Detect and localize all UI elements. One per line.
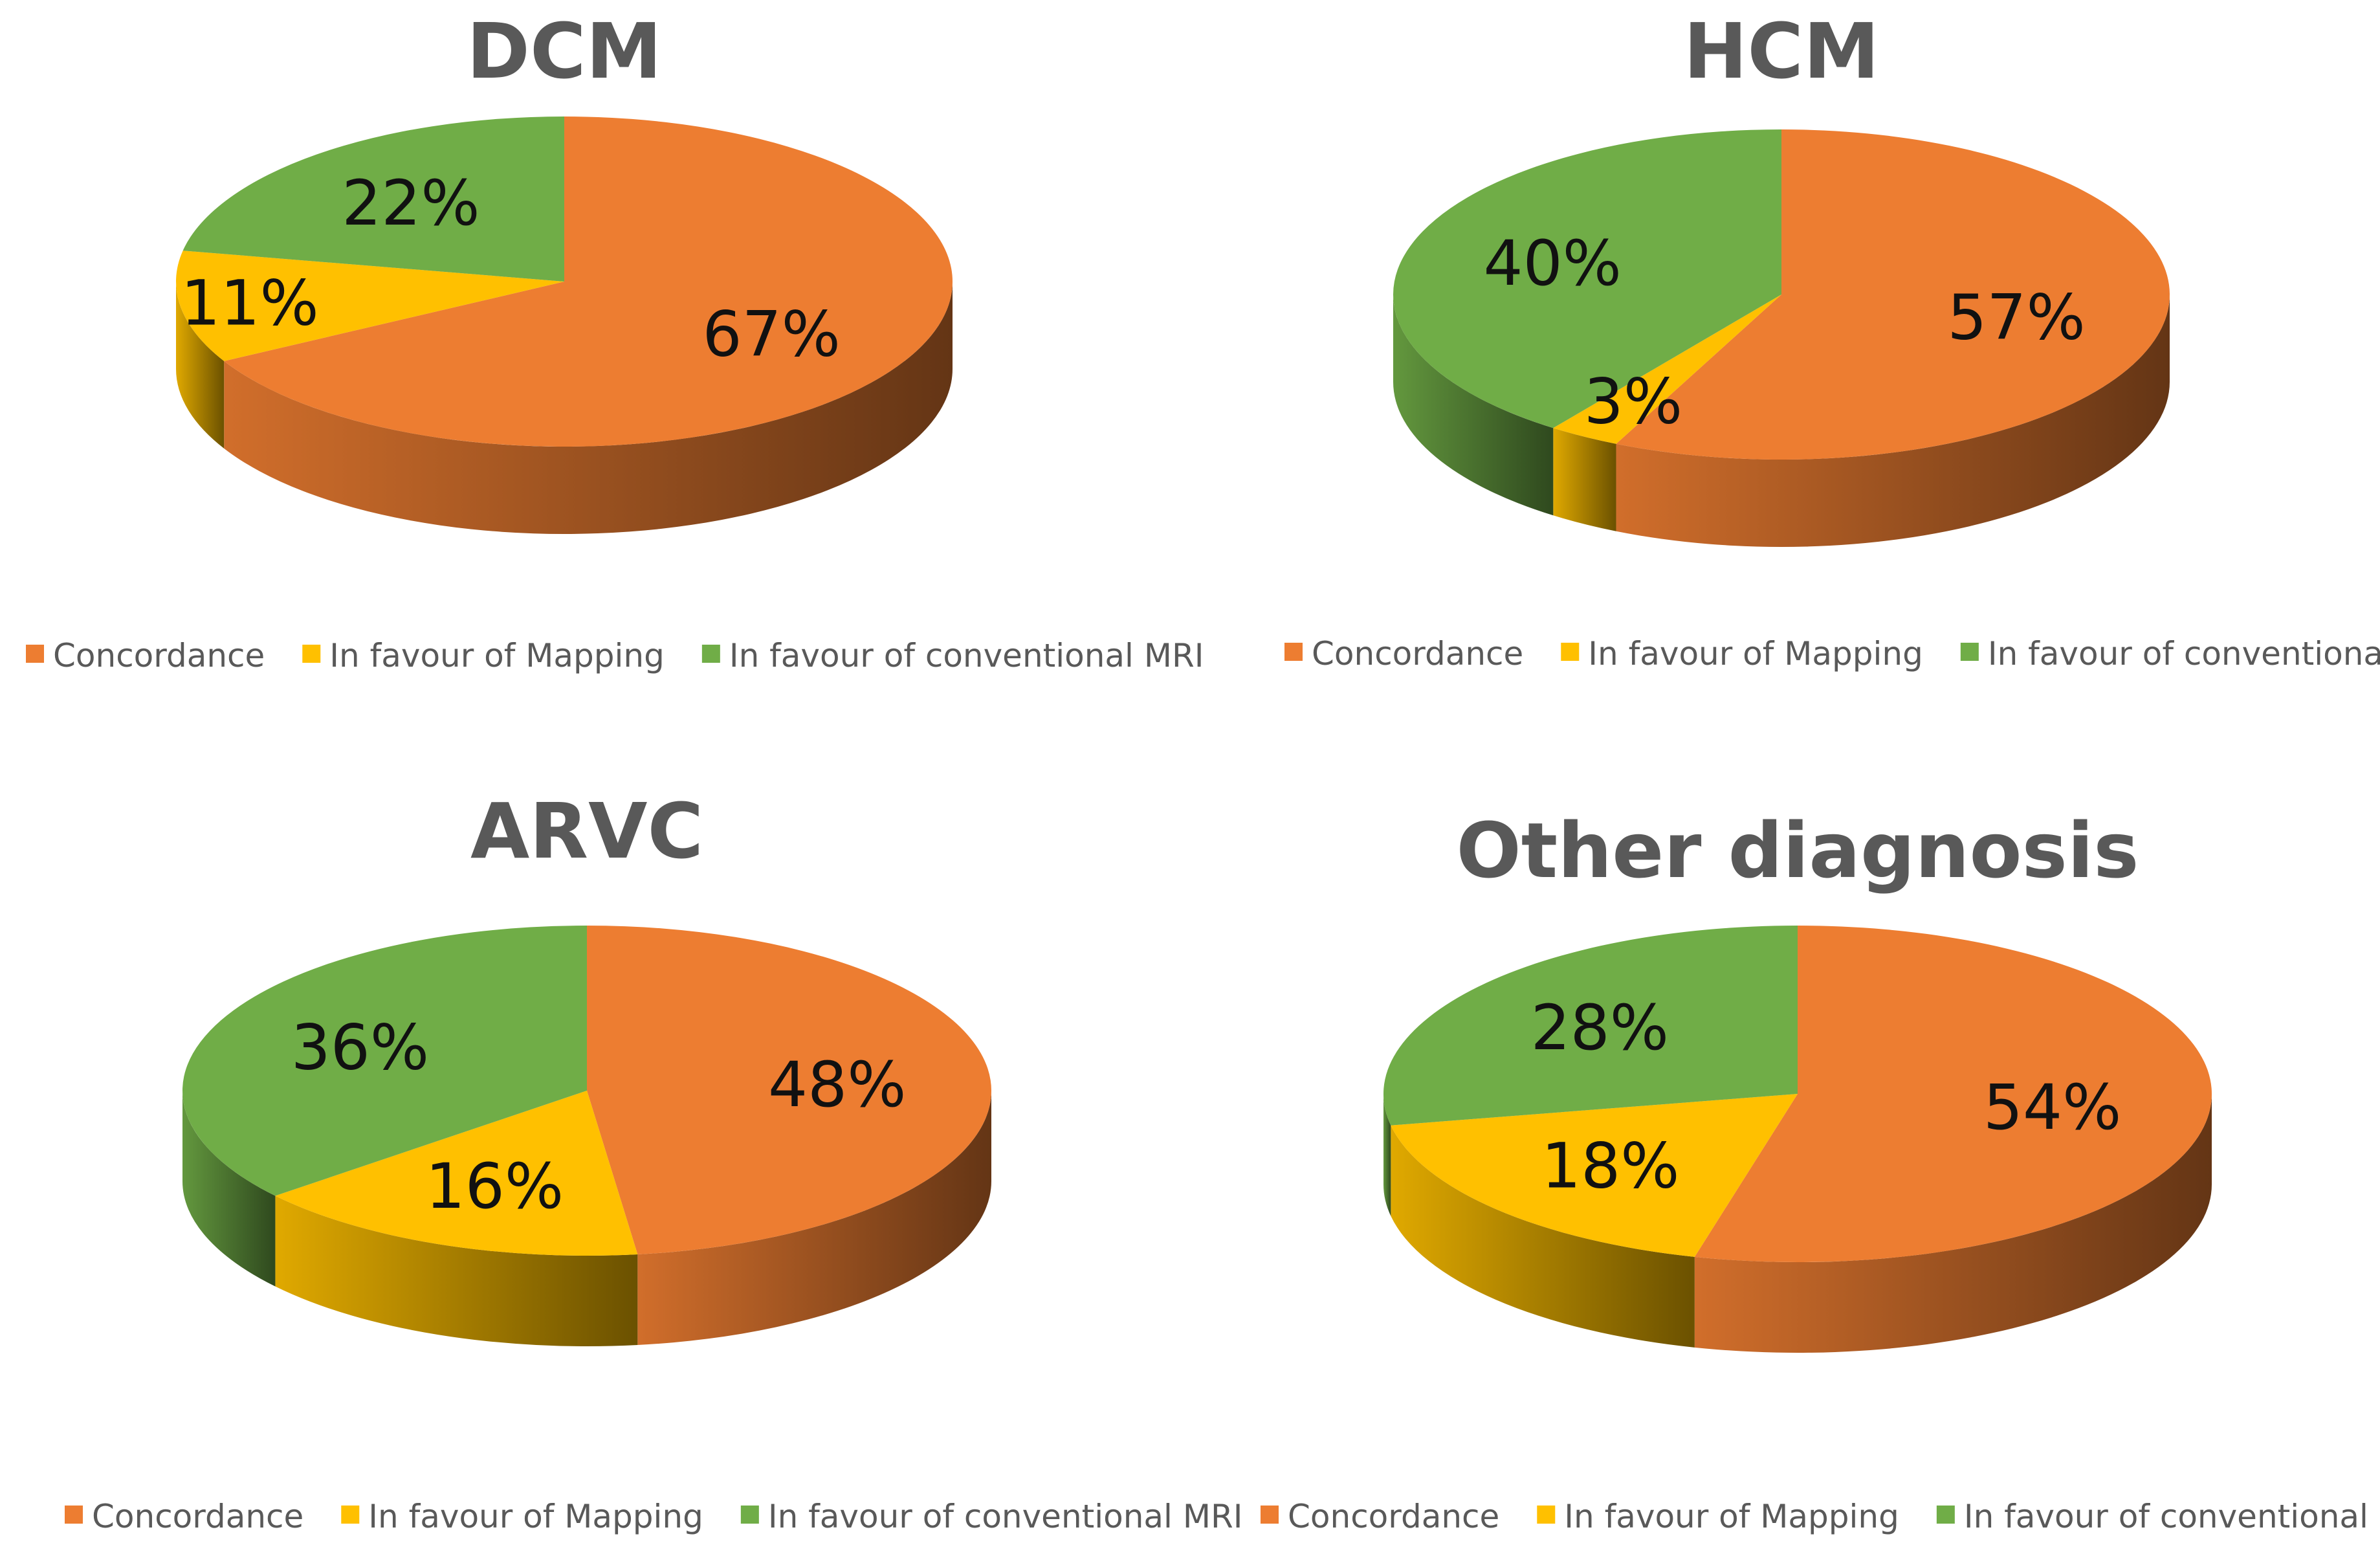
dcm-legend-swatch-conventional [701,645,720,663]
other-diagnosis-slice-mapping [1391,1094,1798,1257]
hcm-slice-concordance [1616,129,2170,460]
other-diagnosis-legend-swatch-concordance [1261,1506,1279,1524]
arvc-pie-chart: ARVC 48% 16% 36% Concordance In favour of Map… [65,786,1242,1535]
dcm-legend-label-mapping: In favour of Mapping [329,637,665,674]
dcm-chart-title: DCM [467,6,662,96]
dcm-label-mapping: 11% [181,267,318,340]
arvc-legend-swatch-conventional [740,1506,759,1524]
arvc-label-mapping: 16% [426,1150,564,1223]
hcm-label-mapping: 3% [1584,366,1682,438]
arvc-legend-label-conventional: In favour of conventional MRI [768,1498,1243,1535]
other-diagnosis-legend-swatch-conventional [1936,1506,1955,1524]
hcm-chart-title: HCM [1684,6,1880,96]
other-diagnosis-legend-label-conventional: In favour of conventional MRI [1964,1498,2380,1535]
arvc-slice-conventional [182,926,587,1196]
hcm-legend: Concordance In favour of Mapping In favour… [1284,635,2380,672]
hcm-legend-label-conventional: In favour of conventional MRI [1988,635,2380,672]
hcm-pie-chart: HCM 57% 3% 40% Concordance In favour of Mappi… [1284,6,2380,672]
other-diagnosis-legend-label-mapping: In favour of Mapping [1564,1498,1899,1535]
hcm-side-concordance [1616,295,2170,548]
hcm-legend-swatch-concordance [1284,643,1303,661]
dcm-side-concordance [224,282,953,534]
other-diagnosis-legend: Concordance In favour of Mapping In favour… [1261,1498,2380,1535]
other-diagnosis-chart-title: Other diagnosis [1456,806,2139,895]
dcm-legend-swatch-concordance [26,645,44,663]
hcm-side-mapping [1553,428,1616,531]
dcm-slice-concordance [224,117,953,447]
arvc-slice-mapping [275,1091,638,1256]
other-diagnosis-slice-conventional [1383,926,1798,1126]
dcm-legend: Concordance In favour of Mapping In favour… [26,637,1204,674]
other-diagnosis-label-mapping: 18% [1541,1129,1679,1202]
hcm-side-conventional [1393,295,1554,516]
hcm-slice-conventional [1393,129,1781,428]
hcm-label-conventional: 40% [1484,227,1622,300]
other-diagnosis-side-concordance [1694,1094,2212,1353]
dcm-slice-mapping [176,250,564,361]
dcm-slice-conventional [182,117,564,282]
hcm-legend-label-mapping: In favour of Mapping [1588,635,1923,672]
dcm-label-concordance: 67% [703,298,841,370]
dcm-legend-label-conventional: In favour of conventional MRI [729,637,1204,674]
arvc-side-conventional [182,1091,276,1287]
other-diagnosis-side-conventional [1383,1094,1391,1216]
arvc-legend: Concordance In favour of Mapping In favour… [65,1498,1242,1535]
dcm-legend-label-concordance: Concordance [53,637,265,674]
dcm-pie-chart: DCM 67% 11% 22% Concordance In favour of Mapp… [26,6,1204,674]
hcm-legend-label-concordance: Concordance [1312,635,1523,672]
other-diagnosis-label-conventional: 28% [1531,992,1669,1064]
arvc-slice-concordance [587,926,992,1254]
dcm-legend-swatch-mapping [302,645,321,663]
arvc-legend-label-mapping: In favour of Mapping [368,1498,703,1535]
hcm-legend-swatch-conventional [1960,643,1979,661]
hcm-slice-mapping [1553,295,1781,444]
arvc-legend-label-concordance: Concordance [92,1498,303,1535]
arvc-legend-swatch-mapping [341,1506,360,1524]
arvc-side-mapping [275,1195,638,1346]
other-diagnosis-legend-label-concordance: Concordance [1288,1498,1499,1535]
dcm-side-mapping [176,282,225,449]
other-diagnosis-legend-swatch-mapping [1537,1506,1556,1524]
other-diagnosis-pie-chart: Other diagnosis 54% 18% 28% Concordance In fa… [1261,806,2380,1535]
arvc-chart-title: ARVC [470,786,703,876]
arvc-legend-swatch-concordance [65,1506,83,1524]
dcm-label-conventional: 22% [342,167,479,239]
other-diagnosis-side-mapping [1391,1125,1695,1348]
other-diagnosis-slice-concordance [1694,926,2212,1262]
hcm-legend-swatch-mapping [1561,643,1580,661]
other-diagnosis-label-concordance: 54% [1983,1071,2121,1144]
hcm-label-concordance: 57% [1947,281,2085,353]
arvc-side-concordance [637,1091,991,1345]
arvc-label-conventional: 36% [291,1012,429,1084]
arvc-label-concordance: 48% [768,1049,906,1121]
